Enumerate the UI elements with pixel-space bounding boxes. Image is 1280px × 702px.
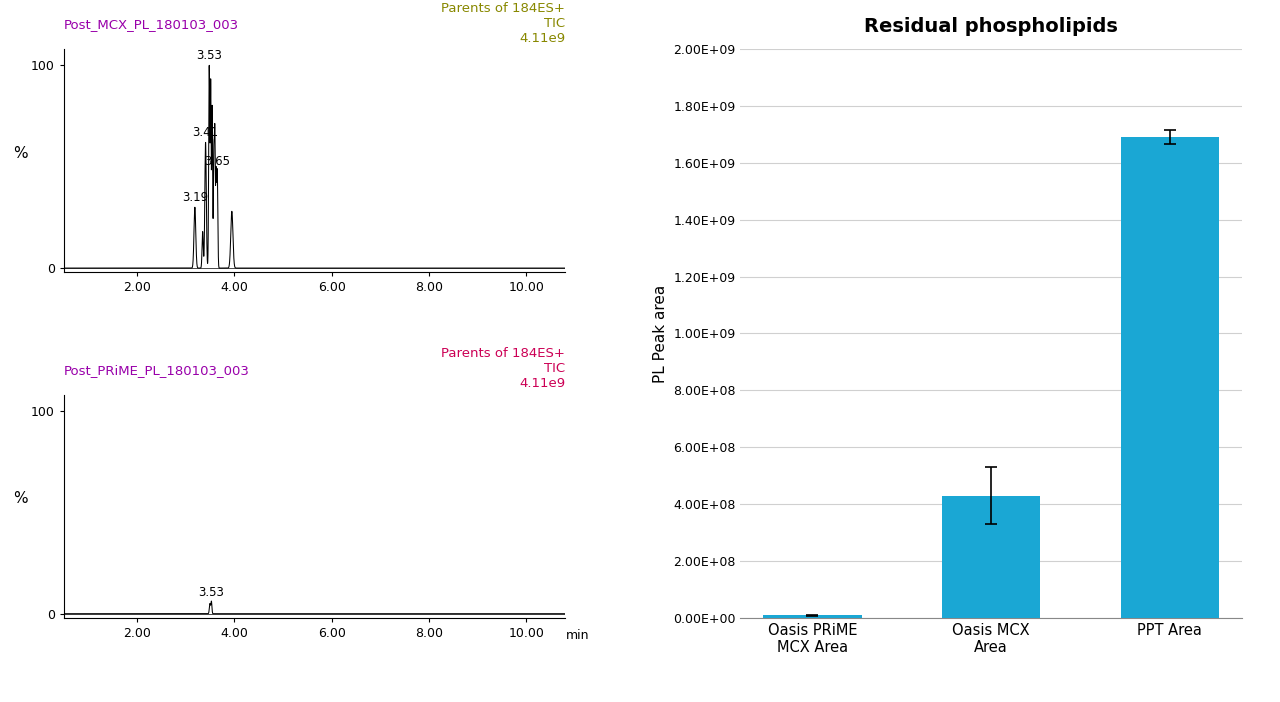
Text: Parents of 184ES+
TIC
4.11e9: Parents of 184ES+ TIC 4.11e9: [442, 347, 564, 390]
Y-axis label: %: %: [13, 145, 27, 161]
Text: Post_PRiME_PL_180103_003: Post_PRiME_PL_180103_003: [64, 364, 250, 377]
Title: Residual phospholipids: Residual phospholipids: [864, 18, 1117, 37]
Y-axis label: PL Peak area: PL Peak area: [653, 284, 668, 383]
Text: 3.53: 3.53: [196, 49, 223, 62]
Bar: [942, 496, 1041, 618]
Bar: [763, 616, 861, 618]
Text: Post_MCX_PL_180103_003: Post_MCX_PL_180103_003: [64, 18, 239, 32]
Bar: [1120, 138, 1219, 618]
Text: Parents of 184ES+
TIC
4.11e9: Parents of 184ES+ TIC 4.11e9: [442, 1, 564, 45]
Text: min: min: [566, 629, 590, 642]
Text: 3.19: 3.19: [182, 191, 207, 204]
Text: 3.53: 3.53: [198, 585, 224, 599]
Y-axis label: %: %: [13, 491, 27, 506]
Text: 3.41: 3.41: [192, 126, 219, 140]
Text: 3.65: 3.65: [205, 154, 230, 168]
